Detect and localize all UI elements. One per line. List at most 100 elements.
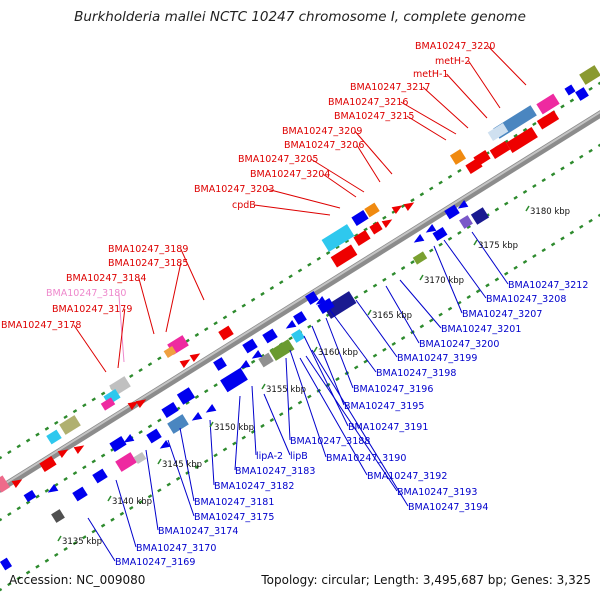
gene-box [487, 122, 509, 142]
gene-box [220, 367, 248, 393]
tick-dot-upper-outer [382, 215, 387, 220]
gene-arrow [47, 483, 59, 493]
lower-gene-label: BMA10247_3198 [376, 368, 456, 379]
scale-label: 3155 kbp [266, 385, 306, 395]
label-leader-lines [73, 45, 527, 562]
tick-dot-lower [119, 511, 125, 516]
tick-dot-lower [147, 494, 153, 499]
upper-gene-label: cpdB [232, 200, 256, 211]
gene-box [213, 357, 227, 371]
leader-line [354, 130, 393, 175]
gene-arrow [135, 399, 147, 409]
gene-labels: BMA10247_3220 metH-2 metH-1 BMA10247_3217 BM… [1, 41, 588, 568]
tick-dot-upper-inner [429, 248, 434, 253]
tick-dot-lower [269, 418, 275, 423]
upper-gene-label: BMA10247_3217 [350, 82, 430, 93]
gene-box [579, 65, 600, 85]
tick-dot-upper-outer [147, 362, 153, 367]
leader-line [311, 349, 409, 507]
feature-tracks [0, 65, 600, 571]
leader-line [468, 60, 501, 109]
gene-arrow [123, 433, 135, 443]
tick-dot-upper-inner [82, 465, 87, 470]
tick-dot-upper-outer [250, 297, 256, 302]
tick-dot-upper-inner [35, 494, 40, 499]
tick-dot-lower [391, 341, 396, 346]
tick-dot-lower [307, 394, 312, 399]
leader-line [165, 262, 182, 333]
tick-dot-upper-inner [213, 383, 218, 388]
chromosome-backbone [0, 110, 600, 493]
tick-dot-upper-inner [157, 418, 162, 423]
tick-dot-lower [232, 441, 237, 446]
tick-dot-upper-inner [72, 471, 78, 476]
gene-box [258, 352, 274, 368]
tick-dot-upper-outer [82, 403, 87, 408]
tick-dot-upper-inner [7, 512, 12, 517]
tick-dot-upper-inner [63, 476, 68, 482]
tick-dot-upper-inner [185, 400, 190, 405]
tick-dot-upper-inner [372, 283, 378, 288]
lower-gene-label: BMA10247_3188 [290, 436, 370, 447]
leader-line [471, 231, 509, 285]
tick-dot-upper-outer [560, 104, 565, 109]
tick-dot-lower [504, 271, 509, 276]
gene-box [470, 207, 490, 225]
tick-dot-lower [560, 236, 565, 241]
leader-line [355, 299, 398, 358]
leader-line [117, 308, 126, 369]
tick-dot-upper-outer [157, 356, 162, 361]
tick-dot-upper-inner [16, 506, 21, 511]
tick-dot-lower [382, 347, 387, 352]
leader-line [289, 349, 327, 458]
leader-line [115, 479, 137, 548]
backbone-highlight [0, 111, 600, 488]
gene-box [23, 489, 37, 503]
tick-dot-upper-outer [260, 291, 265, 296]
gene-arrow [127, 401, 139, 411]
tick-dot-upper-outer [269, 286, 275, 291]
leader-line [179, 427, 195, 502]
gene-box [51, 509, 65, 523]
scale-tick [209, 421, 214, 428]
gene-box [369, 221, 383, 235]
gene-box [575, 87, 589, 101]
tick-dot-upper-inner [541, 178, 546, 183]
gene-arrow [413, 233, 425, 243]
tick-dot-upper-outer [457, 168, 462, 173]
gene-box [321, 224, 355, 252]
tick-dot-lower [35, 564, 40, 569]
tick-dot-upper-outer [279, 280, 284, 285]
tick-dot-lower [194, 464, 200, 469]
tick-dot-upper-inner [400, 266, 406, 271]
tick-dot-lower [569, 230, 575, 235]
leader-line [263, 393, 291, 456]
tick-dot-lower [438, 312, 443, 317]
tick-dot-lower [175, 476, 181, 481]
gene-box [176, 387, 196, 405]
gene-arrow [285, 319, 297, 329]
gene-arrow [403, 202, 415, 212]
tick-dot-lower [44, 558, 50, 563]
tick-dot-upper-outer [35, 432, 40, 437]
tick-dot-lower [597, 213, 600, 218]
scale-tick [419, 274, 424, 281]
tick-dot-upper-inner [588, 148, 593, 153]
upper-gene-label: BMA10247_3203 [194, 184, 274, 195]
gene-box [305, 291, 319, 305]
upper-gene-label: BMA10247_3178 [1, 320, 81, 331]
lower-gene-label: BMA10247_3169 [115, 557, 195, 568]
scale-tick [107, 495, 112, 502]
lower-gene-label: BMA10247_3212 [508, 280, 588, 291]
tick-dot-lower [91, 529, 96, 534]
tick-dot-upper-outer [0, 455, 3, 460]
leader-line [356, 144, 381, 183]
gene-box [72, 486, 88, 502]
gene-box [100, 397, 116, 411]
gene-box [317, 298, 335, 314]
tick-dot-upper-inner [44, 488, 50, 493]
gene-box [506, 126, 538, 154]
gene-box [293, 311, 307, 325]
tick-dot-lower [260, 423, 265, 428]
lower-gene-label: BMA10247_3200 [419, 339, 499, 350]
